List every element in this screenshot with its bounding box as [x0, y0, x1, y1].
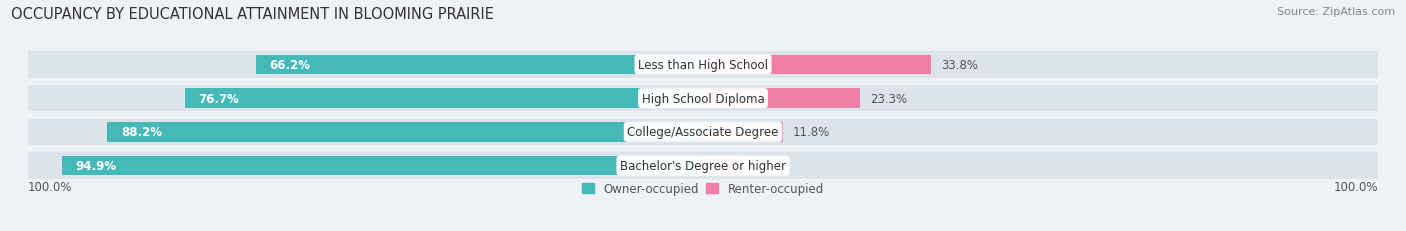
Bar	[703, 52, 1378, 78]
Text: High School Diploma: High School Diploma	[641, 92, 765, 105]
Bar	[28, 86, 703, 112]
Text: 100.0%: 100.0%	[28, 180, 72, 193]
Text: 76.7%: 76.7%	[198, 92, 239, 105]
Text: 33.8%: 33.8%	[942, 59, 979, 72]
Bar	[703, 89, 860, 108]
Text: OCCUPANCY BY EDUCATIONAL ATTAINMENT IN BLOOMING PRAIRIE: OCCUPANCY BY EDUCATIONAL ATTAINMENT IN B…	[11, 7, 494, 22]
Bar	[107, 123, 703, 142]
Text: Less than High School: Less than High School	[638, 59, 768, 72]
Text: College/Associate Degree: College/Associate Degree	[627, 126, 779, 139]
Text: 88.2%: 88.2%	[121, 126, 162, 139]
Bar	[703, 156, 738, 176]
Text: Bachelor's Degree or higher: Bachelor's Degree or higher	[620, 159, 786, 172]
Legend: Owner-occupied, Renter-occupied: Owner-occupied, Renter-occupied	[582, 182, 824, 195]
Bar	[256, 55, 703, 75]
Bar	[28, 119, 703, 145]
Bar	[28, 153, 703, 179]
Text: 94.9%: 94.9%	[76, 159, 117, 172]
Bar	[703, 86, 1378, 112]
Text: 5.1%: 5.1%	[748, 159, 778, 172]
Bar	[703, 119, 1378, 145]
Bar	[703, 55, 931, 75]
Text: 100.0%: 100.0%	[1334, 180, 1378, 193]
Bar	[703, 123, 783, 142]
Text: 11.8%: 11.8%	[793, 126, 830, 139]
Text: 23.3%: 23.3%	[870, 92, 908, 105]
Bar	[62, 156, 703, 176]
Bar	[186, 89, 703, 108]
Bar	[28, 52, 703, 78]
Text: Source: ZipAtlas.com: Source: ZipAtlas.com	[1277, 7, 1395, 17]
Text: 66.2%: 66.2%	[270, 59, 311, 72]
Bar	[703, 153, 1378, 179]
